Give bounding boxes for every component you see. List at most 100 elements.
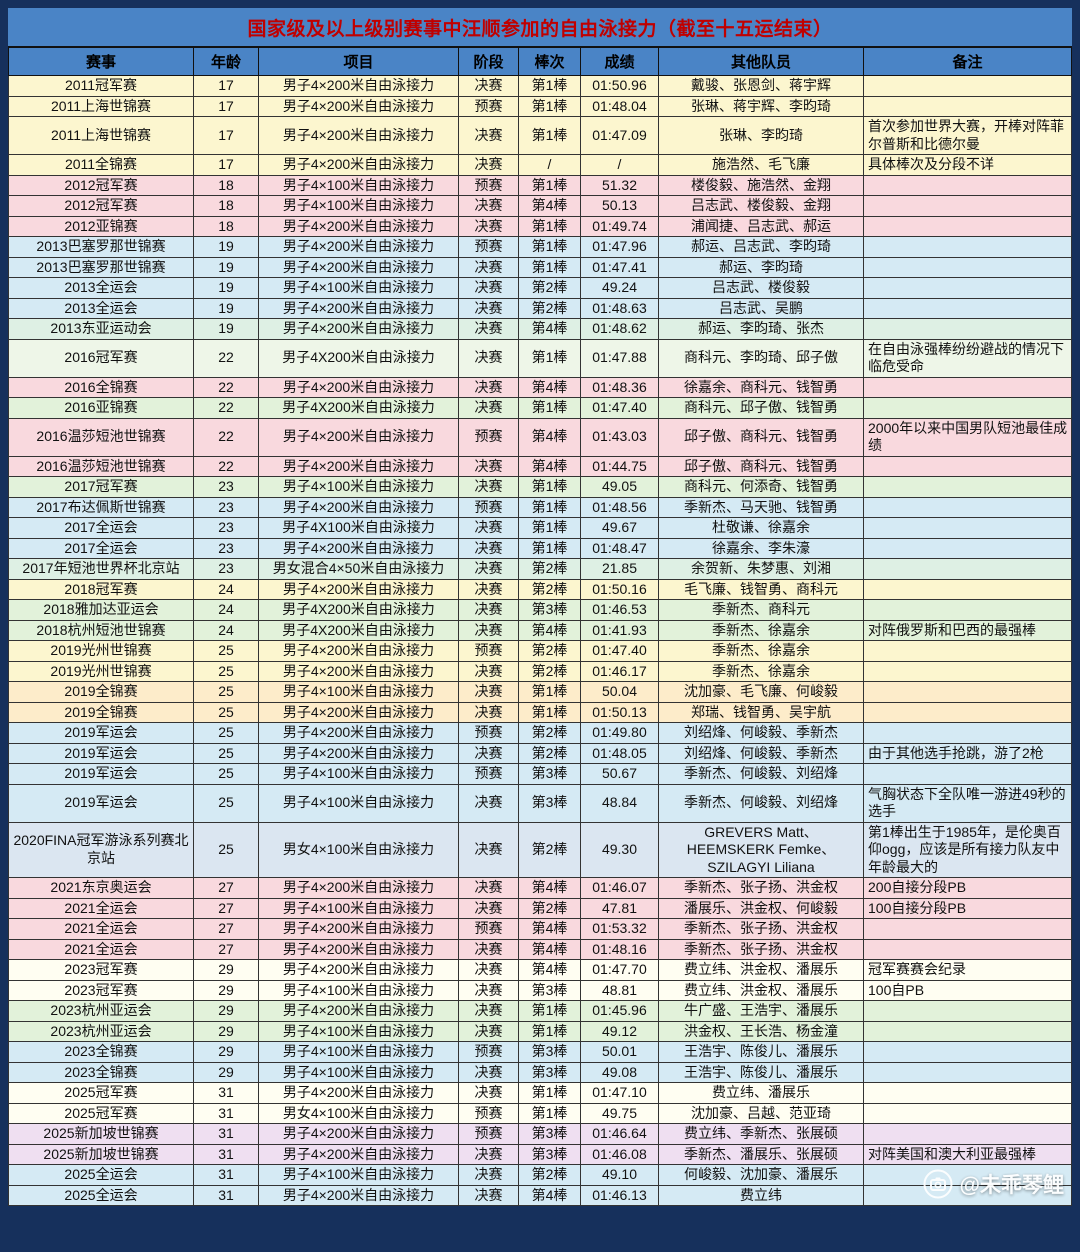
cell-leg: 第1棒 [518,236,581,258]
cell-event: 2025全运会 [8,1164,194,1186]
cell-leg: 第1棒 [518,95,581,117]
cell-note [863,938,1072,960]
cell-event: 2018杭州短池世锦赛 [8,619,194,641]
cell-item: 男子4X200米自由泳接力 [258,338,459,378]
cell-age: 18 [193,174,259,196]
table-row: 2011全锦赛 17 男子4×200米自由泳接力 决赛 / / 施浩然、毛飞廉 具体棒次及分段… [8,154,1072,176]
cell-leg: 第3棒 [518,783,581,823]
cell-age: 25 [193,660,259,682]
cell-teammates: 郝运、吕志武、李昀琦 [658,236,864,258]
cell-teammates: 季新杰、张子扬、洪金权 [658,918,864,940]
cell-item: 男子4×100米自由泳接力 [258,897,459,919]
cell-item: 男女混合4×50米自由泳接力 [258,558,459,580]
cell-leg: 第4棒 [518,959,581,981]
cell-stage: 决赛 [458,517,519,539]
table-row: 2019军运会 25 男子4×100米自由泳接力 预赛 第3棒 50.67 季新杰、何峻毅、… [8,763,1072,785]
cell-age: 22 [193,455,259,477]
cell-teammates: 张琳、李昀琦 [658,116,864,155]
cell-stage: 决赛 [458,476,519,498]
cell-note [863,195,1072,217]
cell-note [863,75,1072,97]
cell-stage: 决赛 [458,215,519,237]
table-row: 2020FINA冠军游泳系列赛北京站 25 男女4×100米自由泳接力 决赛 第2棒 49… [8,821,1072,878]
table-row: 2012亚锦赛 18 男子4×200米自由泳接力 决赛 第1棒 01:49.74 浦闻捷、吕… [8,215,1072,237]
cell-event: 2019光州世锦赛 [8,660,194,682]
cell-event: 2013东亚运动会 [8,318,194,340]
cell-teammates: 季新杰、何峻毅、刘绍烽 [658,783,864,823]
table-row: 2013全运会 19 男子4×100米自由泳接力 决赛 第2棒 49.24 吕志武、楼俊毅 [8,277,1072,299]
cell-leg: 第4棒 [518,877,581,899]
cell-item: 男子4×200米自由泳接力 [258,455,459,477]
cell-event: 2023冠军赛 [8,979,194,1001]
cell-event: 2020FINA冠军游泳系列赛北京站 [8,821,194,878]
cell-note [863,215,1072,237]
column-header-age: 年龄 [193,47,259,76]
cell-stage: 预赛 [458,722,519,744]
cell-item: 男子4×100米自由泳接力 [258,1020,459,1042]
cell-stage: 决赛 [458,1082,519,1104]
cell-leg: 第3棒 [518,1143,581,1165]
cell-result: 01:46.53 [580,599,659,621]
cell-teammates: 楼俊毅、施浩然、金翔 [658,174,864,196]
cell-leg: 第3棒 [518,979,581,1001]
column-header-event: 赛事 [8,47,194,76]
cell-age: 31 [193,1082,259,1104]
cell-note [863,1041,1072,1063]
table-row: 2017冠军赛 23 男子4×100米自由泳接力 决赛 第1棒 49.05 商科元、何添奇、… [8,476,1072,498]
cell-item: 男女4×100米自由泳接力 [258,1102,459,1124]
cell-event: 2023杭州亚运会 [8,1020,194,1042]
cell-age: 25 [193,640,259,662]
cell-note: 100自PB [863,979,1072,1001]
cell-teammates: 戴骏、张恩剑、蒋宇辉 [658,75,864,97]
cell-result: 01:50.16 [580,578,659,600]
cell-note [863,660,1072,682]
cell-leg: 第2棒 [518,742,581,764]
cell-note: 2000年以来中国男队短池最佳成绩 [863,417,1072,457]
table-row: 2023杭州亚运会 29 男子4×200米自由泳接力 决赛 第1棒 01:45.96 牛广盛… [8,1000,1072,1022]
cell-age: 25 [193,763,259,785]
cell-age: 27 [193,897,259,919]
cell-age: 17 [193,116,259,155]
cell-note [863,599,1072,621]
cell-result: 01:48.47 [580,537,659,559]
cell-stage: 决赛 [458,1143,519,1165]
table-row: 2025新加坡世锦赛 31 男子4×200米自由泳接力 预赛 第3棒 01:46.64 费立… [8,1123,1072,1145]
cell-item: 男子4×200米自由泳接力 [258,417,459,457]
cell-stage: 预赛 [458,763,519,785]
cell-event: 2017全运会 [8,537,194,559]
cell-item: 男子4×100米自由泳接力 [258,1061,459,1083]
cell-leg: 第1棒 [518,1102,581,1124]
cell-leg: 第1棒 [518,75,581,97]
cell-event: 2013巴塞罗那世锦赛 [8,256,194,278]
cell-teammates: 郑瑞、钱智勇、吴宇航 [658,701,864,723]
cell-teammates: 潘展乐、洪金权、何峻毅 [658,897,864,919]
cell-event: 2023全锦赛 [8,1041,194,1063]
table-row: 2017布达佩斯世锦赛 23 男子4×200米自由泳接力 预赛 第1棒 01:48.56 季… [8,496,1072,518]
cell-age: 29 [193,1041,259,1063]
table-row: 2016温莎短池世锦赛 22 男子4×200米自由泳接力 预赛 第4棒 01:43.03 邱… [8,417,1072,457]
cell-item: 男子4×200米自由泳接力 [258,318,459,340]
table-row: 2019军运会 25 男子4×100米自由泳接力 决赛 第3棒 48.84 季新杰、何峻毅、… [8,783,1072,823]
cell-age: 29 [193,1020,259,1042]
cell-stage: 决赛 [458,297,519,319]
cell-stage: 决赛 [458,338,519,378]
cell-event: 2016温莎短池世锦赛 [8,455,194,477]
cell-age: 29 [193,979,259,1001]
cell-teammates: 刘绍烽、何峻毅、季新杰 [658,722,864,744]
cell-leg: 第1棒 [518,1000,581,1022]
cell-age: 31 [193,1143,259,1165]
cell-stage: 决赛 [458,578,519,600]
cell-stage: 预赛 [458,1041,519,1063]
cell-teammates: 季新杰、徐嘉余 [658,660,864,682]
cell-leg: 第4棒 [518,376,581,398]
cell-age: 24 [193,599,259,621]
cell-leg: 第2棒 [518,578,581,600]
cell-result: 01:49.74 [580,215,659,237]
cell-note: 冠军赛赛会纪录 [863,959,1072,981]
table-row: 2019军运会 25 男子4×200米自由泳接力 决赛 第2棒 01:48.05 刘绍烽、何… [8,742,1072,764]
cell-leg: 第2棒 [518,558,581,580]
cell-age: 25 [193,783,259,823]
cell-age: 23 [193,558,259,580]
cell-note [863,681,1072,703]
cell-teammates: 吕志武、吴鹏 [658,297,864,319]
